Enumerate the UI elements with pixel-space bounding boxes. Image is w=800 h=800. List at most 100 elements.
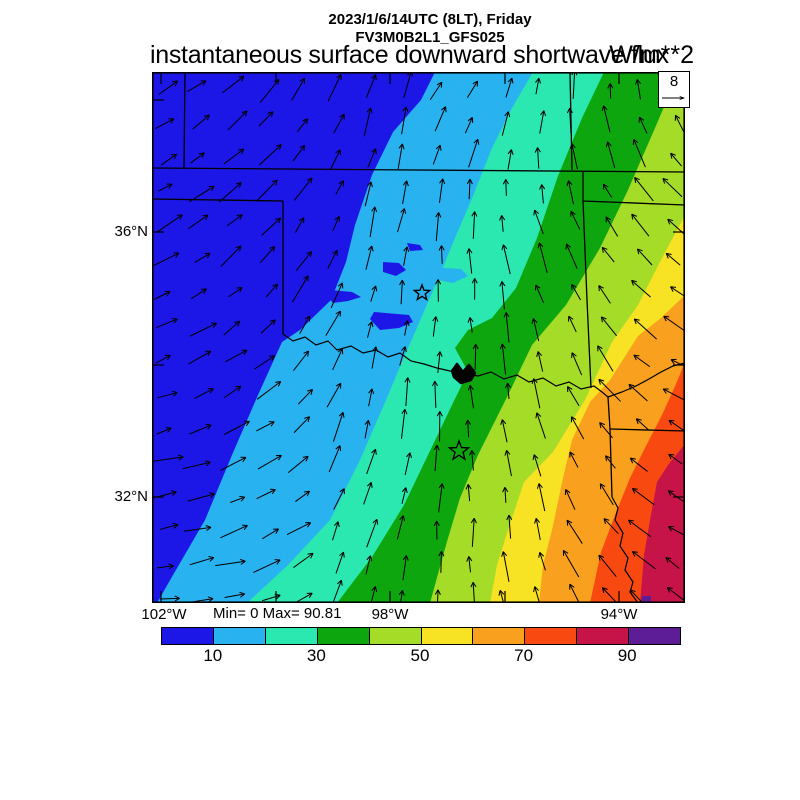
- wind-arrow: [194, 388, 214, 399]
- wind-arrow: [603, 518, 619, 535]
- colorbar-segment: [265, 628, 318, 644]
- wind-arrow: [638, 116, 648, 134]
- wind-arrow: [192, 114, 210, 130]
- wind-arrow: [533, 378, 541, 409]
- wind-arrow: [159, 524, 179, 530]
- wind-arrow: [505, 312, 510, 343]
- wind-arrow: [468, 179, 471, 200]
- wind-arrow: [668, 419, 685, 433]
- border-tx_ok_365n: [152, 198, 284, 202]
- model-heading: FV3M0B2L1_GFS025: [355, 29, 505, 46]
- wind-arrow: [327, 74, 342, 102]
- wind-arrow: [399, 346, 406, 366]
- wind-arrow: [156, 214, 183, 233]
- wind-arrow: [397, 208, 405, 233]
- wind-arrow: [222, 75, 245, 94]
- wind-arrow: [566, 519, 583, 544]
- wind-arrow: [326, 382, 342, 408]
- wind-arrow: [293, 177, 313, 201]
- wind-arrow: [335, 180, 344, 195]
- wind-arrow: [501, 111, 509, 136]
- wind-arrow: [330, 282, 343, 309]
- wind-arrow: [507, 383, 510, 400]
- wind-arrow: [365, 555, 371, 575]
- wind-arrow: [157, 392, 178, 399]
- wind-arrow: [286, 522, 311, 536]
- wind-reference-arrow-icon: [662, 95, 685, 101]
- colorbar-label: 90: [617, 646, 637, 665]
- wind-arrow: [440, 245, 443, 264]
- wind-arrow: [668, 453, 683, 465]
- lat-axis-label: 32°N: [114, 488, 148, 505]
- wind-arrow: [632, 488, 655, 506]
- wind-arrow: [569, 451, 579, 468]
- wind-arrow: [155, 354, 171, 364]
- river: [282, 333, 609, 398]
- wind-arrow: [152, 252, 180, 267]
- wind-arrow: [537, 351, 544, 372]
- border-ks_mo: [569, 72, 573, 171]
- wind-arrow: [665, 557, 680, 569]
- wind-arrow: [159, 597, 180, 600]
- wind-arrow: [438, 178, 444, 203]
- wind-arrow: [535, 284, 544, 303]
- colorbar-label: 30: [306, 646, 326, 665]
- map-svg: [152, 72, 685, 603]
- wind-arrow: [401, 487, 407, 504]
- wind-arrow: [662, 178, 683, 198]
- colorbar-segment: [525, 628, 578, 644]
- wind-arrow: [188, 350, 212, 365]
- wind-arrow: [501, 281, 505, 310]
- wind-arrow: [366, 519, 378, 548]
- wind-arrow: [667, 218, 685, 236]
- wind-arrow: [632, 551, 656, 570]
- wind-arrow: [633, 139, 646, 168]
- wind-arrow: [437, 351, 441, 373]
- wind-arrow: [567, 386, 580, 406]
- wind-arrow: [502, 244, 511, 275]
- wind-arrow: [155, 318, 178, 329]
- wind-arrow: [333, 113, 345, 134]
- wind-arrow: [535, 518, 541, 541]
- wind-arrow: [535, 78, 540, 95]
- wind-arrow: [293, 416, 310, 434]
- wind-arrow: [675, 115, 685, 133]
- wind-arrow: [218, 182, 242, 203]
- colorbar-segment: [162, 628, 214, 644]
- wind-arrow: [571, 284, 582, 301]
- wind-arrow: [397, 143, 403, 170]
- map-frame: [152, 72, 685, 603]
- wind-arrow: [257, 455, 282, 470]
- wind-arrow: [501, 343, 507, 375]
- wind-arrow: [332, 348, 343, 371]
- wind-arrow: [469, 317, 473, 333]
- star-marker: [412, 283, 432, 302]
- wind-arrow: [158, 183, 173, 192]
- wind-arrow: [405, 377, 409, 407]
- wind-arrow: [636, 79, 641, 100]
- wind-arrow: [505, 179, 507, 196]
- wind-arrow: [189, 557, 215, 566]
- colorbar: [161, 627, 681, 645]
- wind-arrow: [499, 590, 505, 603]
- wind-arrow: [154, 291, 171, 300]
- flux-patch: [642, 596, 651, 603]
- colorbar-segment: [369, 628, 422, 644]
- wind-arrow: [296, 118, 308, 133]
- wind-arrow: [256, 381, 281, 400]
- wind-arrow: [571, 143, 578, 170]
- flux-band-ge-80: [640, 444, 685, 603]
- wind-arrow: [332, 521, 339, 541]
- wind-arrow: [328, 445, 341, 473]
- wind-arrow: [158, 80, 178, 95]
- wind-arrow: [663, 315, 685, 331]
- wind-arrow: [363, 107, 372, 137]
- flux-patch: [430, 267, 468, 283]
- lon-axis-label: 102°W: [141, 606, 187, 623]
- wind-arrow: [532, 318, 540, 342]
- wind-arrow: [295, 251, 312, 271]
- wind-arrow: [265, 283, 278, 298]
- wind-arrow: [434, 106, 447, 132]
- wind-arrow: [474, 344, 477, 370]
- wind-arrow: [220, 456, 247, 471]
